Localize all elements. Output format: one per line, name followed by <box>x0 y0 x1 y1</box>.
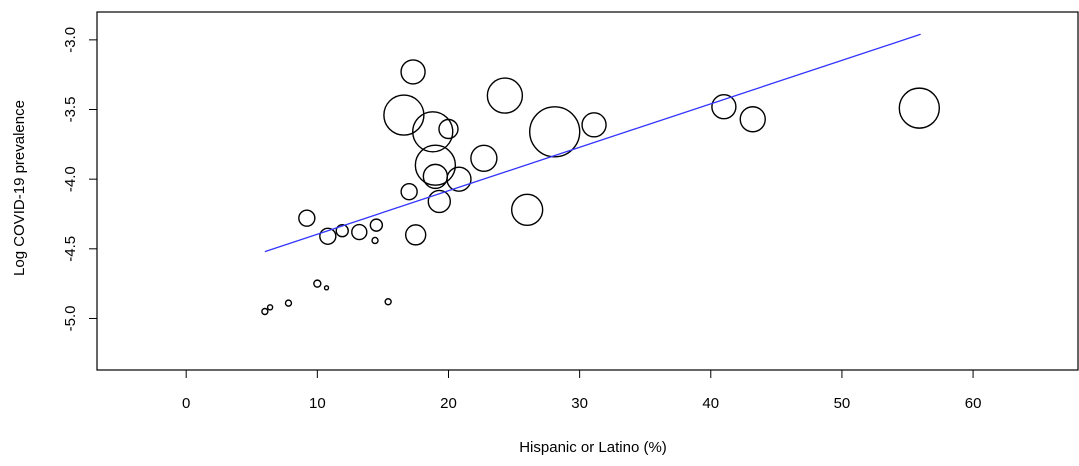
points-layer <box>261 59 941 316</box>
data-point <box>510 193 544 227</box>
x-tick-label: 10 <box>309 395 326 412</box>
data-point <box>400 182 418 201</box>
data-point <box>383 94 425 136</box>
x-tick-label: 50 <box>834 395 851 412</box>
y-axis-title: Log COVID-19 prevalence <box>11 100 28 276</box>
data-point <box>739 106 766 133</box>
data-point <box>404 224 427 246</box>
fit-line-layer <box>264 33 921 253</box>
data-point <box>412 111 454 153</box>
data-point <box>581 112 607 138</box>
data-point <box>529 106 581 158</box>
data-point <box>384 298 392 306</box>
y-tick-label: -3.0 <box>62 27 79 53</box>
regression-line <box>264 33 921 253</box>
data-point <box>284 299 293 307</box>
x-tick-label: 40 <box>702 395 719 412</box>
plot-frame <box>96 11 1079 371</box>
data-point <box>298 209 316 227</box>
y-tick-label: -5.0 <box>62 306 79 332</box>
x-tick-label: 0 <box>182 395 190 412</box>
data-point <box>323 285 330 291</box>
data-point <box>414 144 457 186</box>
data-point <box>369 218 384 232</box>
data-point <box>266 304 274 311</box>
data-point <box>313 279 322 288</box>
x-tick-label: 20 <box>440 395 457 412</box>
y-tick-label: -4.5 <box>62 236 79 262</box>
data-point <box>470 144 498 172</box>
data-point <box>427 189 452 214</box>
data-point <box>319 227 337 245</box>
data-point <box>898 87 941 129</box>
data-point <box>486 77 524 114</box>
data-point <box>335 224 349 238</box>
y-tick-label: -4.0 <box>62 166 79 192</box>
x-axis: 0 10 20 30 40 50 60 <box>182 370 981 412</box>
plot-area <box>96 11 1079 371</box>
data-point <box>438 118 459 140</box>
data-point <box>371 236 379 245</box>
x-tick-label: 30 <box>571 395 588 412</box>
x-tick-label: 60 <box>965 395 982 412</box>
data-point <box>711 94 737 120</box>
data-point <box>446 166 472 192</box>
x-axis-title: Hispanic or Latino (%) <box>519 439 667 456</box>
data-point <box>261 307 269 316</box>
y-axis: -5.0 -4.5 -4.0 -3.5 -3.0 <box>62 27 97 331</box>
data-point <box>400 59 426 85</box>
y-tick-label: -3.5 <box>62 97 79 123</box>
data-point <box>351 223 368 241</box>
